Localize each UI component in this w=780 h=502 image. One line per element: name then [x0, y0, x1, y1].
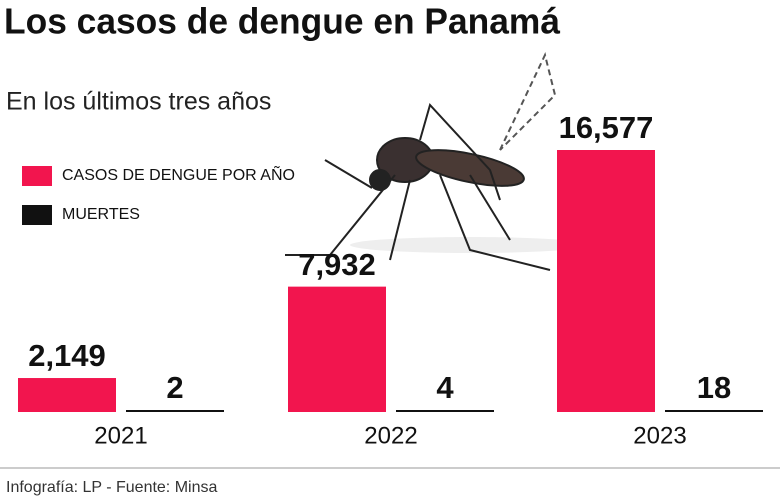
x-tick-label: 2023 — [633, 422, 686, 449]
value-label: 2 — [166, 370, 183, 405]
bar — [665, 410, 763, 412]
value-label: 7,932 — [298, 247, 376, 282]
mosquito-illustration — [285, 52, 590, 271]
legend-label: CASOS DE DENGUE POR AÑO — [62, 164, 295, 184]
bar — [18, 378, 116, 412]
legend-label: MUERTES — [62, 206, 140, 223]
bar — [396, 410, 494, 412]
value-label: 4 — [436, 370, 454, 405]
source: Infografía: LP - Fuente: Minsa — [6, 479, 217, 496]
x-tick-label: 2022 — [364, 422, 417, 449]
value-label: 18 — [697, 370, 731, 405]
x-tick-label: 2021 — [94, 422, 147, 449]
chart-subtitle: En los últimos tres años — [6, 88, 271, 116]
bar — [126, 410, 224, 412]
value-label: 16,577 — [559, 110, 654, 145]
chart-title: Los casos de dengue en Panamá — [4, 1, 561, 42]
legend-swatch — [22, 205, 52, 225]
bar — [288, 286, 386, 412]
value-label: 2,149 — [28, 338, 106, 373]
legend-swatch — [22, 166, 52, 186]
bar — [557, 150, 655, 412]
